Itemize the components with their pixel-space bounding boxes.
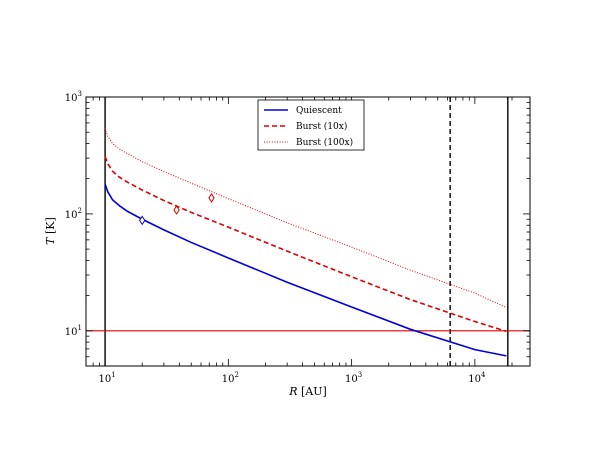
legend-label-burst-100x: Burst (100x): [296, 137, 353, 148]
x-axis-variable: R: [288, 385, 297, 398]
y-axis-title: T [K]: [44, 217, 57, 245]
plot-frame: [85, 96, 531, 367]
series-marker-1: [173, 205, 180, 215]
legend-label-burst-10x: Burst (10x): [296, 121, 347, 132]
y-tick-label: 101: [65, 324, 82, 338]
series-line-1: [104, 156, 507, 333]
y-axis-unit: [K]: [44, 217, 57, 234]
legend-box: [257, 99, 365, 151]
x-tick-label: 101: [98, 371, 115, 385]
legend-label-quiescent: Quiescent: [296, 106, 342, 116]
series-line-0: [104, 183, 507, 357]
y-tick-label: 102: [65, 207, 82, 221]
legend: Quiescent Burst (10x) Burst (100x): [257, 99, 365, 151]
series-line-2: [104, 128, 507, 309]
y-tick-label: 103: [65, 90, 82, 104]
x-axis-unit: [AU]: [301, 385, 327, 398]
x-tick-label: 102: [222, 371, 239, 385]
x-tick-label: 103: [345, 371, 362, 385]
x-axis-title: R [AU]: [288, 385, 327, 398]
series-marker-0: [139, 215, 146, 226]
y-axis-variable: T: [44, 236, 57, 245]
series-marker-2: [208, 193, 215, 203]
x-tick-label: 104: [468, 371, 486, 385]
